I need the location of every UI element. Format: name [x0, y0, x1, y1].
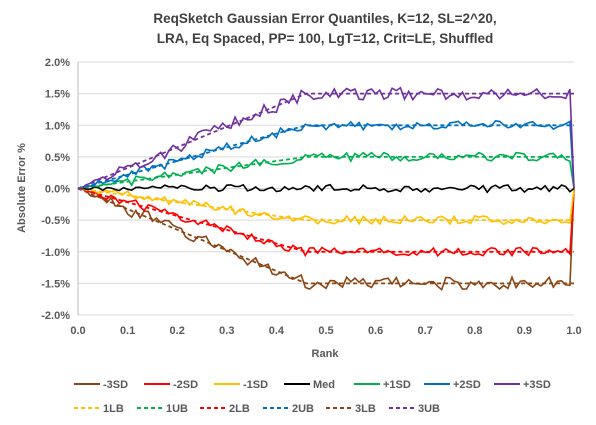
series-line-1lb	[77, 187, 574, 221]
legend-label: -2SD	[173, 379, 198, 391]
y-tick-label: 1.0%	[45, 120, 70, 132]
series-line-med	[77, 183, 575, 194]
y-tick-label: 2.0%	[45, 57, 70, 69]
x-tick-label: 0.7	[418, 325, 433, 337]
legend-label: 2LB	[229, 403, 250, 415]
series-line-2sd	[77, 187, 575, 258]
y-tick-label: 1.5%	[45, 89, 70, 101]
x-tick-label: 0.0	[70, 325, 85, 337]
series-line-3ub	[77, 92, 574, 190]
series-line-2lb	[77, 187, 574, 253]
legend-label: +2SD	[453, 379, 481, 391]
legend-label: -3SD	[103, 379, 128, 391]
legend-label: 1LB	[103, 403, 124, 415]
y-tick-labels: 2.0% 1.5% 1.0% 0.5% 0.0% -0.5% -1.0% -1.5% -2.0%	[41, 57, 70, 322]
y-tick-label: -2.0%	[41, 310, 70, 322]
y-tick-label: 0.5%	[45, 152, 70, 164]
plot-series	[77, 86, 575, 291]
x-tick-label: 1.0	[566, 325, 581, 337]
legend-label: 3UB	[418, 403, 440, 415]
x-tick-label: 0.1	[120, 325, 135, 337]
series-line-1sd	[77, 151, 575, 190]
y-tick-label: -1.5%	[41, 278, 70, 290]
x-tick-labels: 0.0 0.1 0.2 0.3 0.4 0.5 0.6 0.7 0.8 0.9 1.0	[70, 325, 581, 337]
x-tick-label: 0.4	[269, 325, 285, 337]
legend-label: +1SD	[383, 379, 411, 391]
x-tick-label: 0.8	[467, 325, 482, 337]
x-tick-label: 0.2	[170, 325, 185, 337]
legend-label: -1SD	[243, 379, 268, 391]
x-axis-label: Rank	[312, 348, 340, 360]
x-tick-label: 0.6	[368, 325, 383, 337]
legend-label: 1UB	[166, 403, 188, 415]
series-line-3lb	[77, 187, 574, 285]
legend-label: 3LB	[355, 403, 376, 415]
chart-title-line-1: ReqSketch Gaussian Error Quantiles, K=12…	[153, 11, 496, 26]
series-line-2sd	[77, 120, 575, 190]
chart-title-line-2: LRA, Eq Spaced, PP= 100, LgT=12, Crit=LE…	[157, 31, 493, 46]
series-line-3sd	[77, 86, 575, 190]
series-line-3sd	[77, 187, 575, 291]
series-line-1sd	[77, 187, 575, 226]
legend-label: +3SD	[523, 379, 551, 391]
x-tick-label: 0.9	[517, 325, 532, 337]
y-axis-label: Absolute Error %	[16, 143, 28, 233]
x-tick-label: 0.3	[219, 325, 234, 337]
y-tick-label: 0.0%	[45, 184, 70, 196]
y-tick-label: -0.5%	[41, 215, 70, 227]
legend-label: 2UB	[292, 403, 314, 415]
legend: -3SD -2SD -1SD Med +1SD +2SD +3SD 1LB 1UB 2LB 2UB 3…	[74, 379, 551, 415]
legend-label: Med	[313, 379, 335, 391]
x-tick-label: 0.5	[318, 325, 333, 337]
y-tick-label: -1.0%	[41, 247, 70, 259]
